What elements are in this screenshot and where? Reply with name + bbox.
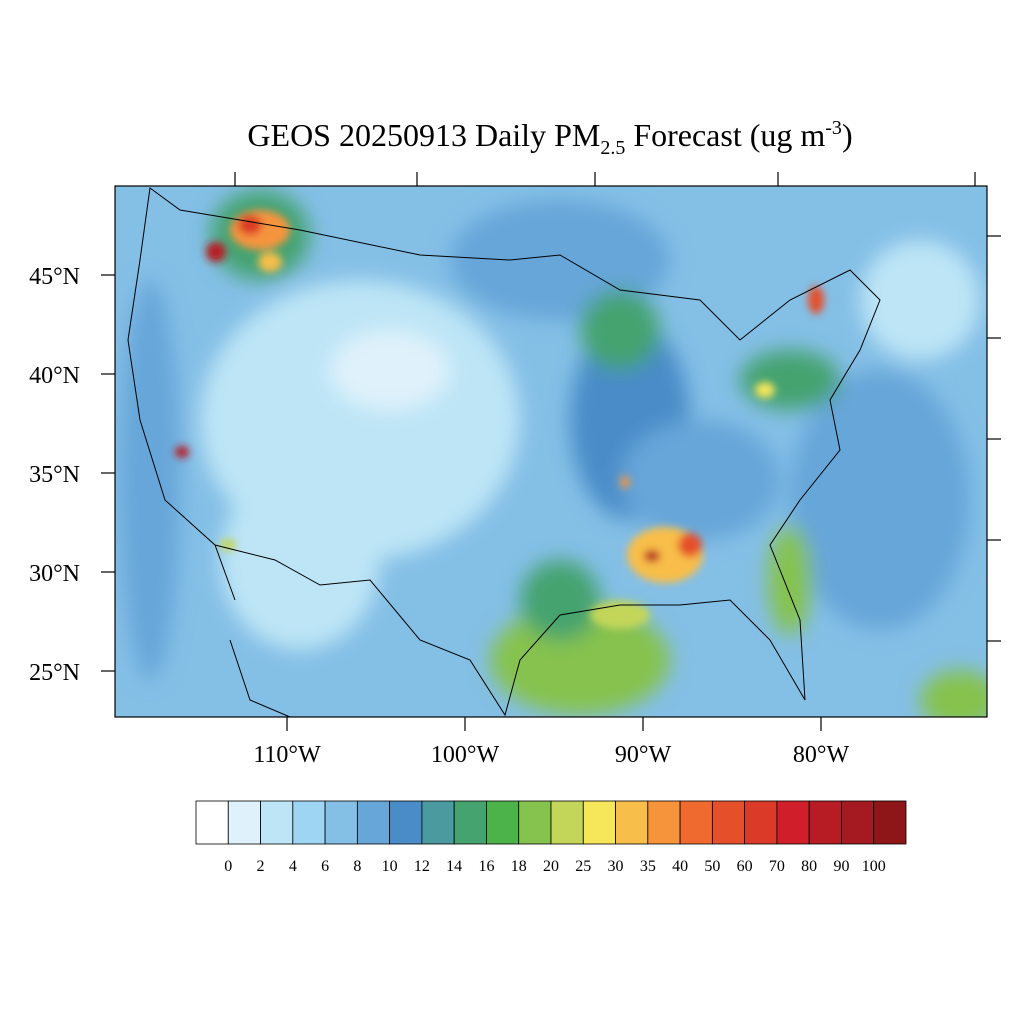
colorbar-label: 30 [608,858,624,875]
title-part: GEOS 20250913 Daily PM [247,117,600,153]
colorbar-box [711,800,746,845]
colorbar-label: 80 [801,858,817,875]
colorbar-box [679,800,713,845]
colorbar-box [195,800,229,845]
colorbar-label: 60 [737,858,753,875]
colorbar-box [550,800,584,845]
colorbar-box [518,800,552,845]
colorbar-label: 16 [478,858,494,875]
colorbar-label: 0 [224,858,232,875]
lon-label: 80°W [793,742,850,768]
colorbar-label: 70 [769,858,785,875]
colorbar-label: 90 [833,858,849,875]
colorbar-label: 6 [321,858,329,875]
lat-label: 45°N [29,264,80,290]
colorbar-box [841,800,875,845]
lon-label: 100°W [431,742,500,768]
colorbar-label: 50 [704,858,720,875]
lon-label: 90°W [615,742,672,768]
title-part: 2.5 [600,137,625,159]
colorbar-label: 40 [672,858,688,875]
map-frame [114,185,988,718]
colorbar-box [453,800,487,845]
colorbar-label: 8 [353,858,361,875]
colorbar-label: 35 [640,858,656,875]
title-part: ) [842,117,853,153]
colorbar-box [292,800,326,845]
colorbar-label: 4 [289,858,297,875]
colorbar-box [582,800,616,845]
lat-label: 35°N [29,462,80,488]
colorbar-label: 20 [543,858,559,875]
colorbar-box [227,800,261,845]
colorbar-label: 18 [511,858,527,875]
colorbar-label: 12 [414,858,430,875]
lon-label: 110°W [253,742,321,768]
title-part: -3 [825,117,842,139]
colorbar-label: 100 [862,858,886,875]
title: GEOS 20250913 Daily PM2.5 Forecast (ug m… [247,117,852,159]
colorbar-box [615,800,649,845]
colorbar-box [873,800,907,845]
colorbar-label: 2 [257,858,265,875]
colorbar-label: 25 [575,858,591,875]
lat-label: 40°N [29,363,80,389]
colorbar-box [389,800,423,845]
colorbar-box [421,800,455,845]
colorbar-box [356,800,391,845]
lat-label: 25°N [29,660,80,686]
colorbar-box [324,800,358,845]
colorbar-box [647,800,681,845]
colorbar-box [744,800,778,845]
colorbar-box [776,800,810,845]
map-field [115,186,987,717]
colorbar-label: 14 [446,858,462,875]
colorbar-box [260,800,294,845]
colorbar-label: 10 [382,858,398,875]
title-part: Forecast (ug m [625,117,825,153]
frame-ticks [234,172,1001,642]
colorbar-box [808,800,842,845]
colorbar: 0 2 4 6 8 10 12 14 16 18 20 25 30 35 40 50 60 70 80 90 100 [195,800,907,875]
lat-label: 30°N [29,561,80,587]
colorbar-box [486,800,520,845]
